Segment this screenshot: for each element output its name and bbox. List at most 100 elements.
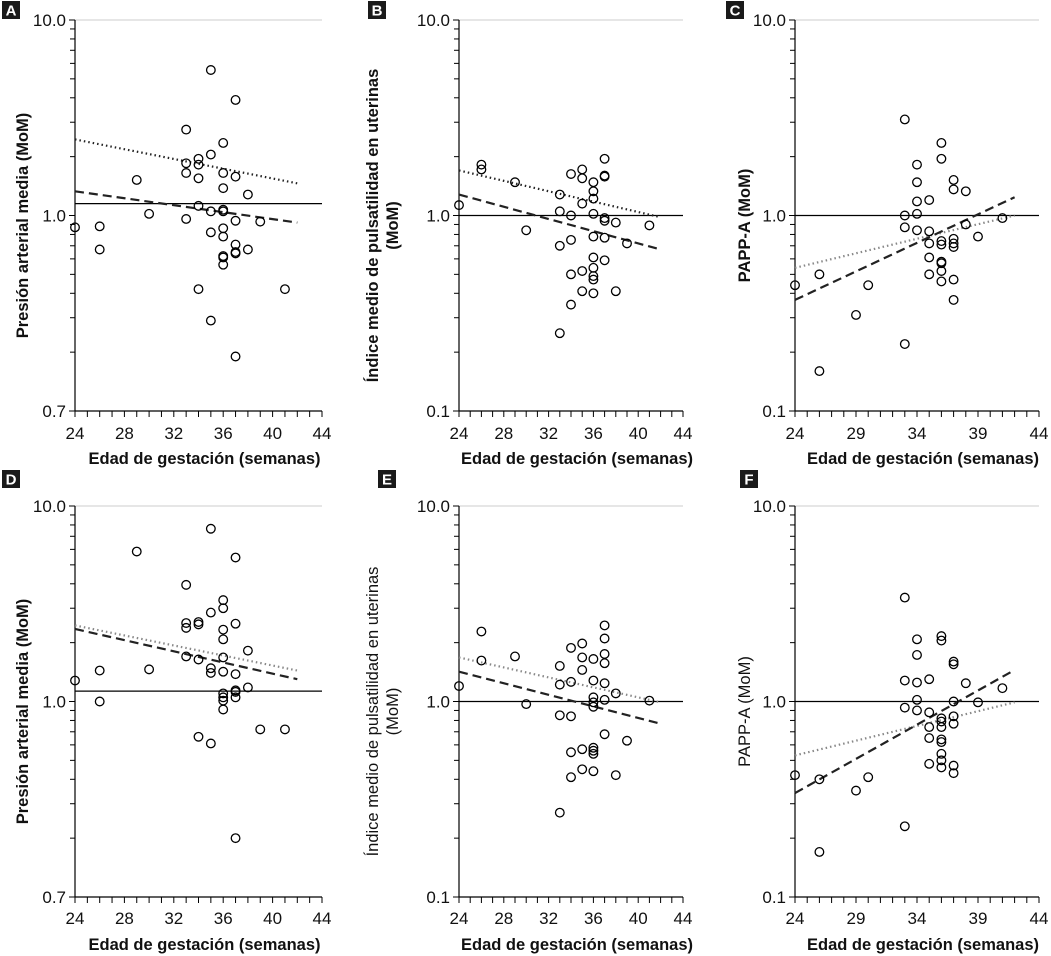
- y-tick-label: 0.1: [762, 888, 786, 907]
- data-point: [554, 189, 565, 200]
- data-point: [218, 231, 229, 242]
- data-point: [218, 223, 229, 234]
- panel-f: F10.0 1.0 0.124 29 34 39 44 Edad de gestación (…: [736, 470, 1048, 954]
- data-point: [193, 654, 204, 665]
- data-point: [936, 734, 947, 745]
- data-point: [454, 200, 464, 211]
- data-point: [599, 694, 610, 705]
- data-point: [230, 248, 241, 259]
- data-point: [814, 774, 825, 785]
- y-tick-label: 0.1: [426, 402, 450, 421]
- data-point: [924, 252, 935, 263]
- data-point: [280, 724, 290, 735]
- data-point: [230, 833, 241, 844]
- panel-c: C 10.0 1.0 0.124 29 34 39 44 Edad de gestación (…: [726, 1, 1048, 468]
- data-point: [476, 159, 487, 170]
- data-point: [924, 269, 935, 280]
- data-point: [899, 114, 910, 125]
- data-point: [924, 758, 935, 769]
- data-point: [599, 213, 610, 224]
- y-tick-label: 0.1: [762, 402, 786, 421]
- y-tick-label: 10.0: [417, 11, 450, 30]
- x-axis-title: Edad de gestación (semanas): [461, 450, 693, 468]
- data-point: [948, 294, 959, 305]
- data-point: [588, 193, 599, 204]
- data-point: [960, 186, 971, 197]
- data-point: [599, 153, 610, 164]
- data-point: [577, 744, 588, 755]
- data-point: [144, 664, 155, 675]
- data-point: [205, 65, 216, 75]
- data-point: [242, 682, 253, 693]
- dashed-fit-line: [74, 190, 298, 224]
- data-point: [948, 659, 959, 670]
- x-tick-label: 40: [263, 424, 282, 443]
- x-tick-label: 40: [629, 909, 648, 928]
- panel-letter-box: [368, 1, 386, 19]
- dashed-fit-line: [794, 668, 1016, 795]
- data-point: [973, 231, 983, 242]
- data-point: [936, 762, 947, 773]
- data-point: [94, 244, 105, 255]
- data-point: [899, 210, 910, 221]
- data-point: [936, 138, 947, 148]
- data-point: [599, 215, 610, 226]
- data-point: [230, 692, 241, 703]
- data-point: [218, 652, 229, 663]
- data-point: [948, 174, 959, 185]
- data-point: [218, 206, 229, 217]
- data-point: [230, 351, 241, 362]
- panel-letter-box: [726, 1, 744, 19]
- data-point: [814, 366, 825, 377]
- data-point: [476, 626, 487, 637]
- data-point: [218, 704, 229, 715]
- data-point: [230, 686, 241, 697]
- data-point: [566, 642, 576, 653]
- dotted-fit-line: [458, 656, 661, 704]
- y-axis-title: Índice medio de pulsatilidad en uterinas: [363, 567, 382, 857]
- data-point: [790, 280, 800, 291]
- data-point: [193, 731, 204, 742]
- data-point: [960, 678, 971, 689]
- y-axis-title: Presión arterial media (MoM): [14, 599, 32, 825]
- data-point: [193, 173, 204, 184]
- x-tick-label: 36: [584, 909, 603, 928]
- data-point: [566, 169, 576, 179]
- data-point: [948, 696, 959, 707]
- y-axis-title: PAPP-A (MoM): [736, 656, 754, 767]
- panel-letter: F: [744, 472, 753, 489]
- data-point: [588, 692, 599, 703]
- data-point: [588, 274, 599, 285]
- data-point: [599, 729, 610, 740]
- dashed-fit-line: [794, 196, 1016, 301]
- data-point: [936, 737, 947, 748]
- x-tick-label: 28: [494, 424, 513, 443]
- data-point: [205, 667, 216, 678]
- data-point: [521, 699, 532, 710]
- y-tick-label: 1.0: [762, 693, 786, 712]
- data-point: [899, 339, 910, 350]
- data-point: [94, 696, 105, 707]
- x-tick-label: 24: [786, 424, 805, 443]
- data-point: [924, 238, 935, 249]
- data-point: [205, 315, 216, 326]
- data-point: [790, 770, 800, 781]
- data-point: [588, 748, 599, 759]
- data-point: [912, 650, 922, 660]
- data-point: [936, 239, 947, 250]
- y-tick-label: 10.0: [753, 11, 786, 30]
- data-point: [181, 214, 192, 224]
- data-point: [912, 196, 922, 207]
- data-point: [948, 238, 959, 249]
- y-tick-label: 1.0: [42, 693, 66, 712]
- data-point: [94, 665, 105, 676]
- x-tick-label: 28: [494, 909, 513, 928]
- data-point: [948, 711, 959, 722]
- y-tick-label: 0.1: [426, 888, 450, 907]
- data-point: [588, 675, 599, 686]
- data-point: [230, 618, 241, 629]
- data-point: [70, 222, 80, 233]
- x-tick-label: 44: [1030, 909, 1049, 928]
- y-axis-title: PAPP-A (MoM): [736, 169, 754, 283]
